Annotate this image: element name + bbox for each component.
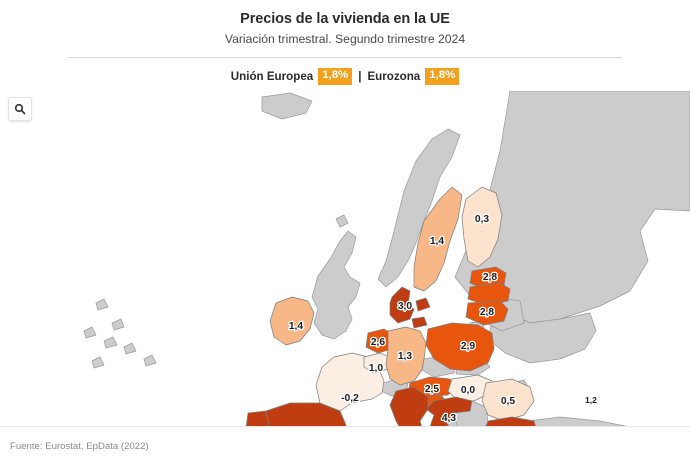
region-hungary[interactable] — [447, 374, 493, 402]
region-atlantic-isles-1 — [95, 298, 109, 311]
footer: Fuente: Eurostat, EpData (2022) — [0, 425, 690, 462]
region-lithuania[interactable] — [465, 300, 509, 326]
label-hungary: 0,0 — [461, 385, 476, 396]
label-netherlands: 2,6 — [371, 337, 386, 348]
region-uk-isles — [335, 214, 349, 228]
region-denmark-isl2[interactable] — [411, 316, 428, 329]
legend-eu-badge: 1,8% — [318, 68, 353, 85]
region-poland[interactable] — [425, 322, 495, 372]
label-austria: 2,5 — [425, 384, 440, 395]
region-united-kingdom — [311, 230, 361, 340]
map-container[interactable]: 1,4 3,9 3,6 -0,2 3,2 4,3 3,4 0,5 0,0 2,5… — [0, 90, 690, 426]
region-turkey — [525, 416, 627, 426]
legend: Unión Europea 1,8% | Eurozona 1,8% — [0, 68, 690, 85]
label-finland: 0,3 — [475, 214, 490, 225]
region-atlantic-isles-7 — [91, 356, 105, 369]
legend-eurozone-badge: 1,8% — [425, 68, 460, 85]
label-poland: 2,9 — [461, 341, 476, 352]
page-subtitle: Variación trimestral. Segundo trimestre … — [224, 32, 466, 47]
zoom-search-button[interactable] — [8, 96, 32, 121]
europe-choropleth-map[interactable]: 1,4 3,9 3,6 -0,2 3,2 4,3 3,4 0,5 0,0 2,5… — [0, 90, 690, 426]
region-atlantic-isles-2 — [111, 318, 125, 331]
region-bulgaria[interactable] — [484, 416, 538, 426]
region-sweden[interactable] — [413, 186, 463, 292]
label-belgium: 1,0 — [369, 363, 384, 374]
label-denmark: 3,0 — [398, 301, 413, 312]
map-value-labels: 1,4 3,9 3,6 -0,2 3,2 4,3 3,4 0,5 0,0 2,5… — [288, 212, 599, 425]
label-cyprus: 1,2 — [585, 395, 597, 405]
region-croatia[interactable] — [425, 396, 473, 426]
region-italy[interactable] — [389, 386, 442, 426]
legend-eurozone-label: Eurozona — [367, 70, 421, 84]
label-latvia: 2,8 — [483, 272, 498, 283]
map-data-group[interactable] — [242, 186, 600, 426]
source-note: Fuente: Eurostat, EpData (2022) — [10, 440, 149, 452]
region-finland[interactable] — [461, 186, 503, 268]
header: Precios de la vivienda en la UE Variació… — [0, 0, 690, 85]
label-ireland: 1,4 — [289, 321, 304, 332]
region-atlantic-isles-3 — [83, 326, 97, 339]
legend-eu-label: Unión Europea — [230, 70, 314, 84]
region-romania[interactable] — [481, 378, 535, 422]
label-croatia: 4,3 — [442, 413, 457, 424]
label-romania: 0,5 — [501, 396, 516, 407]
region-denmark-isl[interactable] — [415, 297, 431, 312]
region-denmark[interactable] — [389, 286, 415, 324]
label-lithuania: 2,8 — [480, 307, 495, 318]
region-germany[interactable] — [385, 326, 427, 386]
label-sweden: 1,4 — [430, 236, 445, 247]
legend-separator: | — [358, 70, 362, 84]
region-iceland — [261, 92, 313, 120]
region-latvia[interactable] — [467, 282, 511, 306]
region-atlantic-isles-5 — [123, 342, 137, 355]
label-germany: 1,3 — [398, 351, 413, 362]
label-france: -0,2 — [341, 393, 359, 404]
header-divider — [68, 57, 622, 59]
page-title: Precios de la vivienda en la UE — [240, 11, 450, 27]
region-norway — [377, 128, 461, 288]
region-ireland[interactable] — [269, 296, 315, 346]
search-icon — [14, 103, 26, 115]
region-atlantic-isles-4 — [103, 336, 118, 349]
region-atlantic-isles-6 — [143, 354, 157, 367]
